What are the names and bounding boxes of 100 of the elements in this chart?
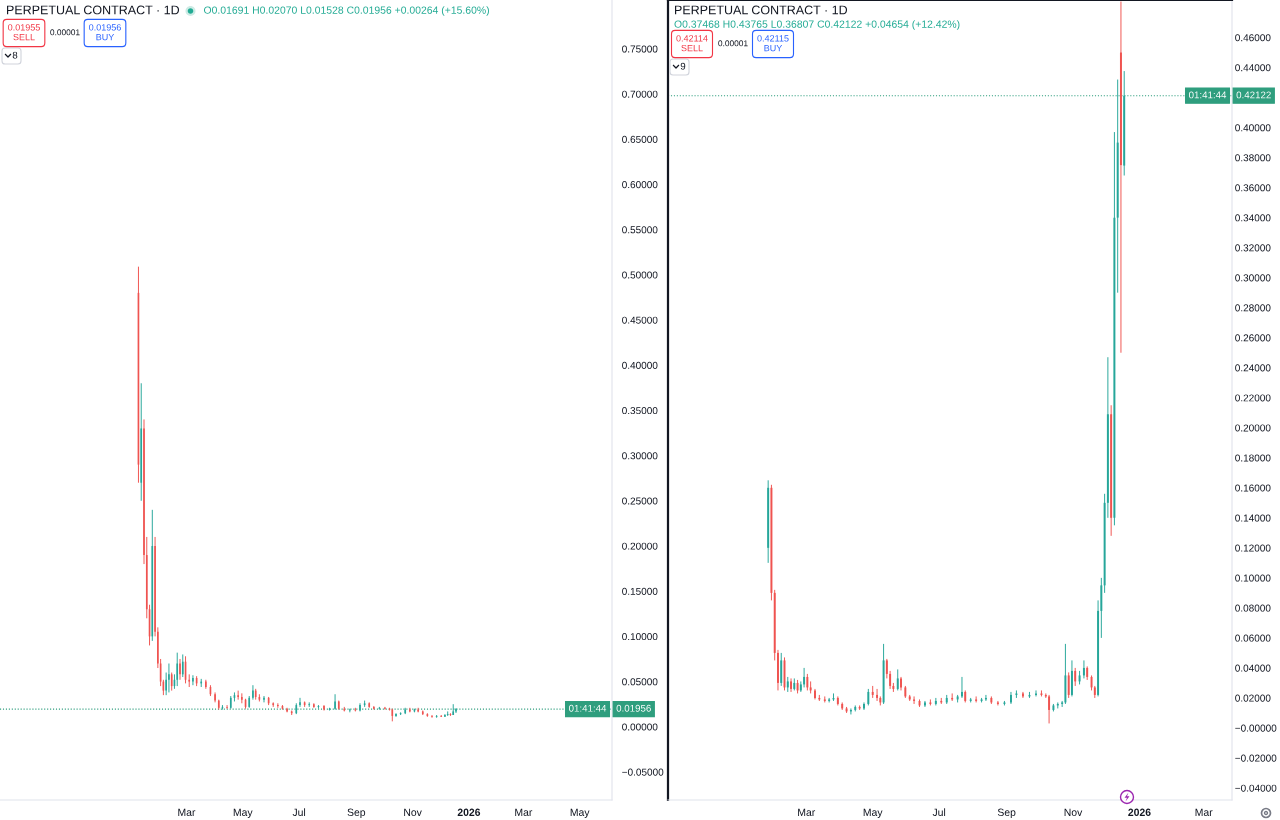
candlestick: [181, 653, 184, 678]
candlestick: [241, 692, 243, 704]
candlestick: [896, 668, 899, 691]
y-tick-label: 0.06000: [1235, 634, 1271, 642]
candlestick: [176, 652, 179, 687]
y-tick-label: 0.20000: [1235, 424, 1271, 432]
annotation: 01:41:44: [1188, 91, 1227, 99]
y-tick-label: 0.40000: [1235, 124, 1271, 132]
text: O0.01691 H0.02070 L0.01528 C0.01956 +0.00264 (+15.60%): [203, 6, 489, 16]
candlestick: [780, 652, 783, 687]
candlestick: [373, 705, 375, 711]
y-tick-label: 0.02000: [1235, 694, 1271, 702]
annotation: 0.00001: [50, 29, 80, 36]
y-tick-label: 0.08000: [1235, 604, 1271, 612]
y-tick-label: 0.55000: [622, 226, 658, 234]
x-tick-label: May: [233, 808, 253, 819]
candlestick: [455, 707, 457, 714]
candlestick: [323, 704, 325, 711]
candlestick: [179, 658, 181, 681]
x-tick-label: Jul: [292, 808, 306, 816]
y-tick-label: 0.25000: [622, 497, 658, 505]
candlestick: [1009, 691, 1012, 705]
candlestick: [277, 702, 279, 709]
candlestick: [876, 688, 879, 702]
x-tick-label: Mar: [178, 808, 196, 816]
y-tick-label: 0.10000: [622, 633, 658, 641]
y-tick-label: 0.15000: [622, 587, 658, 595]
candlestick: [975, 695, 978, 703]
candlestick: [1035, 689, 1037, 697]
annotation: 0.01955 SELL: [8, 24, 40, 41]
candlestick: [828, 697, 831, 703]
y-tick-label: 0.44000: [1235, 64, 1271, 72]
candlestick: [1074, 667, 1077, 687]
candlestick: [237, 690, 239, 701]
y-tick-label: 0.45000: [622, 316, 658, 324]
x-tick-label: Sep: [997, 808, 1016, 819]
candlestick: [168, 663, 170, 693]
candlestick: [900, 676, 902, 691]
x-tick-label: Jul: [932, 808, 946, 816]
y-tick-label: 0.35000: [622, 407, 658, 415]
annotation: 0.01956 BUY: [89, 24, 121, 41]
y-tick-label: 0.10000: [1235, 574, 1271, 582]
y-tick-label: −0.04000: [1235, 784, 1277, 792]
y-tick-label: 0.24000: [1235, 364, 1271, 372]
y-tick-label: 0.70000: [622, 90, 658, 98]
candlestick: [1048, 694, 1051, 724]
y-tick-label: 0.22000: [1235, 394, 1271, 402]
annotation: 8: [12, 51, 18, 59]
candlestick: [263, 695, 265, 703]
annotation: 9: [680, 62, 686, 70]
y-tick-label: 0.50000: [622, 271, 658, 279]
annotation: 01:41:44: [568, 704, 607, 712]
candlestick: [188, 673, 191, 688]
x-tick-label: May: [863, 808, 883, 819]
x-tick-label: Sep: [347, 808, 366, 819]
candlestick: [814, 688, 816, 700]
candlestick: [252, 684, 254, 701]
annotation: 0.00001: [718, 40, 748, 47]
candlestick: [1067, 671, 1070, 699]
y-tick-label: 0.12000: [1235, 544, 1271, 552]
text: O0.37468 H0.43765 L0.36807 C0.42122 +0.04654 (+12.42%): [674, 20, 960, 30]
y-tick-label: 0.60000: [622, 181, 658, 189]
y-tick-label: 0.05000: [622, 678, 658, 686]
y-tick-label: 0.36000: [1235, 184, 1271, 192]
y-tick-label: −0.00000: [1235, 724, 1277, 732]
x-tick-label: Mar: [515, 808, 533, 816]
chart-title: PERPETUAL CONTRACT · 1D: [675, 5, 848, 15]
candlestick: [996, 700, 999, 706]
x-tick-label: Nov: [1064, 808, 1083, 816]
y-tick-label: 0.32000: [1235, 244, 1271, 252]
candlestick: [395, 712, 397, 718]
annotation: 0.42115 BUY: [757, 35, 789, 52]
ref-line-label: 0.01956: [616, 704, 651, 712]
y-tick-label: 0.46000: [1235, 34, 1271, 42]
candlestick: [192, 674, 194, 686]
candlestick: [803, 667, 806, 688]
y-tick-label: 0.40000: [622, 361, 658, 369]
y-tick-label: 0.38000: [1235, 154, 1271, 162]
chart-title: PERPETUAL CONTRACT · 1D: [7, 5, 180, 15]
x-tick-label: 2026: [1128, 808, 1151, 816]
y-tick-label: −0.02000: [1235, 754, 1277, 762]
x-tick-label: Mar: [798, 808, 816, 816]
x-tick-label: May: [570, 808, 590, 819]
y-tick-label: 0.04000: [1235, 664, 1271, 672]
y-tick-label: 0.65000: [622, 135, 658, 143]
x-tick-label: Mar: [1195, 808, 1213, 816]
candlestick: [1082, 659, 1085, 679]
y-tick-label: 0.34000: [1235, 214, 1271, 222]
ref-line-label: 0.42122: [1236, 91, 1271, 99]
candlestick: [226, 704, 228, 710]
y-tick-label: 0.30000: [1235, 274, 1271, 282]
candlestick: [308, 701, 311, 708]
y-tick-label: 0.75000: [622, 45, 658, 53]
y-tick-label: −0.05000: [622, 768, 664, 776]
y-tick-label: 0.18000: [1235, 454, 1271, 462]
y-tick-label: 0.16000: [1235, 484, 1271, 492]
candlestick: [334, 693, 336, 711]
candlestick: [205, 679, 207, 690]
candlestick: [299, 697, 301, 708]
y-tick-label: 0.30000: [622, 452, 658, 460]
